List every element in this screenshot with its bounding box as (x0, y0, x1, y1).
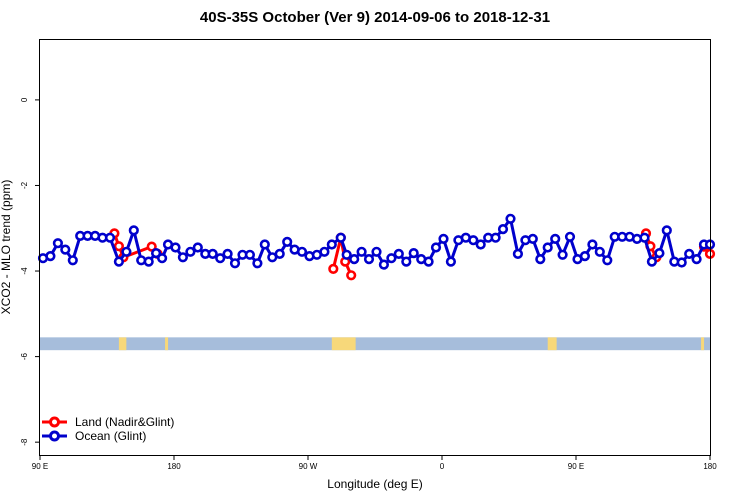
data-point (319, 246, 330, 257)
data-point (363, 254, 375, 265)
data-point (274, 248, 285, 259)
data-point (335, 232, 346, 243)
data-point (535, 254, 546, 265)
data-point (143, 256, 154, 267)
data-point (378, 259, 390, 270)
data-point (579, 251, 591, 262)
data-point (45, 251, 56, 262)
legend: Land (Nadir&Glint) Ocean (Glint) (42, 415, 174, 443)
legend-land-marker (49, 416, 60, 428)
y-tick-label: -4 (20, 267, 29, 275)
series-ocean (37, 213, 716, 270)
x-tick-label: 90 W (299, 462, 318, 471)
series-line (331, 236, 353, 276)
data-point (594, 246, 605, 257)
data-point (587, 239, 598, 250)
data-point (393, 248, 404, 259)
y-tick-label: -6 (20, 352, 29, 360)
data-point (104, 232, 116, 243)
data-point (691, 254, 702, 265)
data-point (60, 244, 71, 255)
data-point (177, 252, 188, 263)
data-point (505, 213, 516, 224)
data-point (512, 248, 524, 259)
data-point (67, 255, 78, 266)
data-point (468, 235, 479, 246)
legend-ocean-marker (49, 430, 60, 442)
data-point (445, 256, 457, 267)
data-point (328, 263, 339, 275)
plot-frame (39, 39, 711, 456)
data-point (423, 256, 434, 267)
land-patch (165, 337, 169, 351)
data-point (192, 242, 203, 253)
x-tick-label: 180 (703, 462, 717, 471)
data-point (371, 246, 382, 257)
data-point (296, 246, 308, 257)
data-point (401, 256, 412, 267)
data-point (121, 246, 132, 257)
x-axis-label: Longitude (deg E) (327, 477, 422, 491)
y-tick-label: -2 (20, 181, 29, 189)
data-point (349, 254, 360, 265)
data-point (146, 241, 157, 252)
y-axis-label: XCO2 - MLO trend (ppm) (0, 180, 13, 315)
legend-land-label: Land (Nadir&Glint) (75, 415, 174, 429)
y-tick-label: -8 (20, 438, 29, 446)
data-point (341, 249, 352, 260)
data-point (128, 225, 139, 236)
data-point (639, 232, 650, 243)
data-point (654, 248, 665, 259)
data-point (497, 224, 509, 235)
data-point (52, 238, 64, 249)
data-point (151, 248, 162, 259)
land-patch (547, 337, 557, 351)
x-tick-label: 0 (440, 462, 445, 471)
data-point (113, 256, 124, 267)
data-point (550, 233, 561, 244)
x-tick-label: 180 (167, 462, 181, 471)
data-point (542, 242, 553, 253)
data-point (215, 253, 226, 264)
data-point (113, 241, 124, 252)
land-ocean-strip (40, 337, 710, 351)
data-point (602, 255, 613, 266)
land-patch (701, 337, 705, 351)
data-point (346, 270, 357, 281)
data-point (438, 233, 449, 244)
data-point (676, 257, 687, 268)
legend-ocean-label: Ocean (Glint) (75, 429, 146, 443)
data-point (684, 248, 695, 259)
data-point (527, 233, 538, 244)
data-point (185, 246, 196, 257)
y-tick-label: 0 (20, 97, 29, 102)
data-point (386, 253, 397, 264)
x-tick-label: 90 E (568, 462, 584, 471)
land-patch (118, 337, 127, 351)
data-point (356, 246, 367, 257)
data-point (252, 258, 263, 269)
x-tick-label: 90 E (32, 462, 48, 471)
land-patch (331, 337, 356, 351)
data-point (157, 253, 168, 264)
ocean-band (40, 337, 710, 351)
data-point (490, 232, 501, 243)
data-point (475, 239, 486, 250)
data-point (326, 239, 337, 250)
data-point (408, 248, 419, 259)
data-point (207, 248, 218, 259)
data-point (557, 249, 568, 260)
data-point (222, 248, 233, 259)
data-point (244, 249, 255, 260)
chart-title: 40S-35S October (Ver 9) 2014-09-06 to 20… (199, 9, 551, 26)
data-point (229, 258, 241, 269)
data-point (259, 239, 270, 250)
data-point (646, 256, 658, 267)
data-point (282, 236, 293, 247)
data-point (661, 225, 672, 236)
data-point (170, 242, 181, 253)
data-point (564, 231, 576, 242)
data-point (430, 242, 442, 253)
